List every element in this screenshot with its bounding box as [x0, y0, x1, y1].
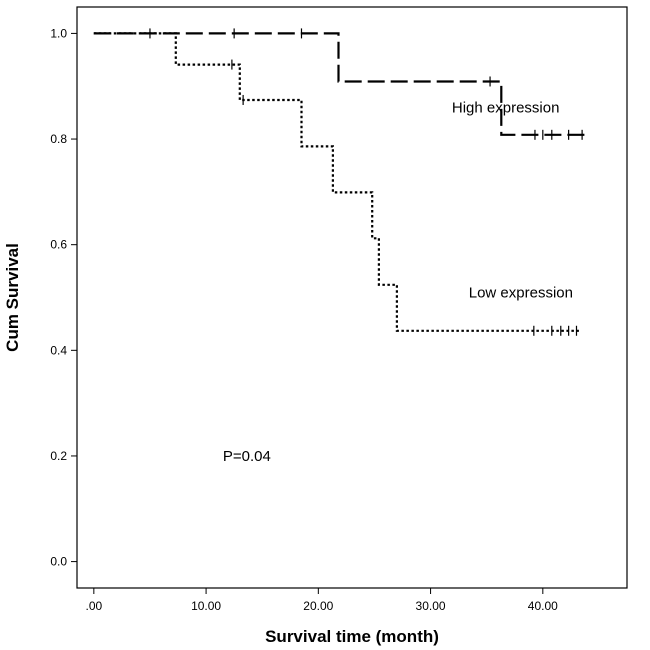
p-value-label: P=0.04 [223, 448, 271, 465]
x-axis-title: Survival time (month) [265, 627, 439, 646]
x-tick-label: 20.00 [303, 599, 333, 613]
y-tick-label: 0.6 [50, 238, 67, 252]
x-tick-label: 30.00 [416, 599, 446, 613]
y-axis-title: Cum Survival [3, 243, 22, 352]
annotation-layer: High expression Low expression P=0.04 [223, 100, 573, 466]
series-low-expression [93, 32, 580, 336]
x-axis: .00 10.00 20.00 30.00 40.00 [85, 588, 558, 613]
x-tick-label: 40.00 [528, 599, 558, 613]
y-tick-label: 0.0 [50, 555, 67, 569]
survival-curve [93, 32, 580, 332]
y-tick-label: 1.0 [50, 26, 67, 40]
y-tick-label: 0.4 [50, 343, 67, 357]
plot-frame [76, 6, 628, 589]
series-high-expression [93, 28, 590, 140]
x-tick-label: .00 [85, 599, 102, 613]
y-axis: 0.0 0.2 0.4 0.6 0.8 1.0 [50, 26, 77, 569]
x-tick-label: 10.00 [191, 599, 221, 613]
survival-curve [93, 32, 590, 136]
y-tick-label: 0.8 [50, 132, 67, 146]
series-layer [93, 28, 590, 336]
label-high-expression: High expression [452, 100, 560, 117]
label-low-expression: Low expression [469, 285, 573, 302]
y-tick-label: 0.2 [50, 449, 67, 463]
